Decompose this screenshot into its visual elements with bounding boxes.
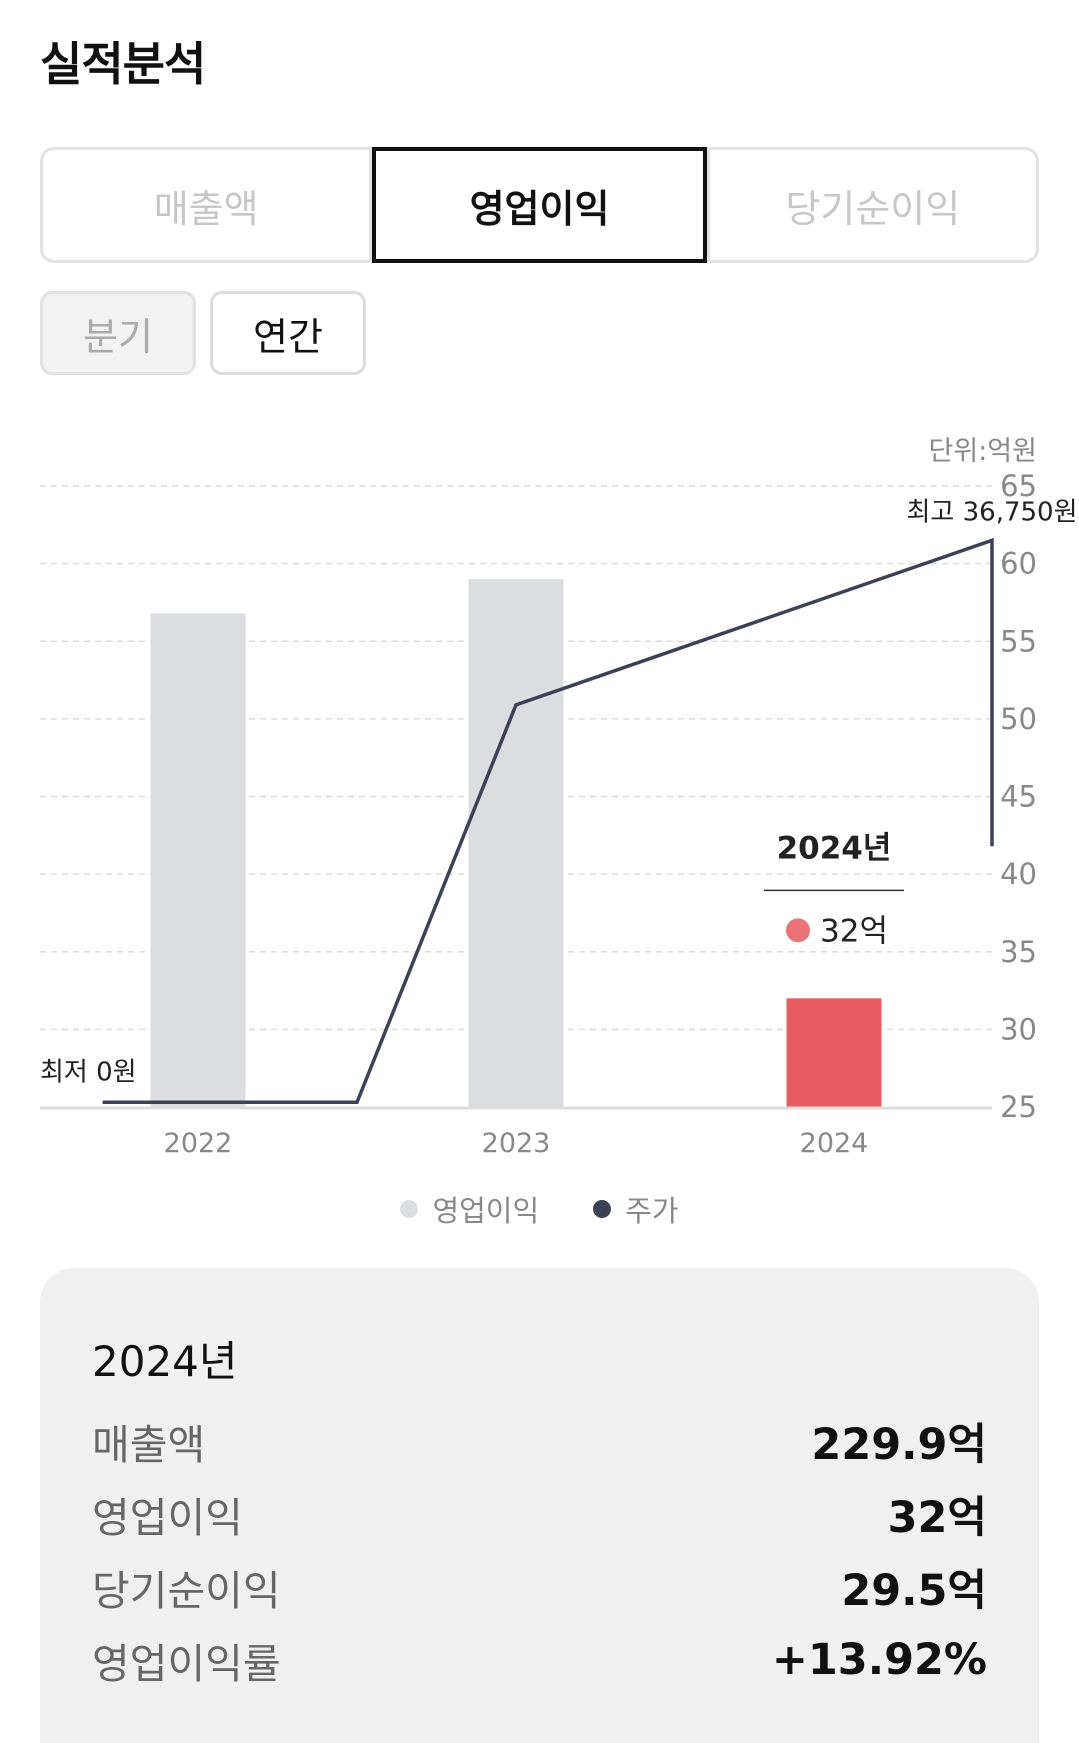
summary-value: 229.9억 bbox=[811, 1420, 987, 1470]
summary-panel: 2024년 매출액 229.9억 영업이익 32억 당기순이익 29.5억 영업… bbox=[40, 1268, 1039, 1743]
tooltip-dot bbox=[786, 918, 810, 943]
summary-row-operating-profit: 영업이익 32억 bbox=[92, 1484, 987, 1544]
y-tick-label: 65 bbox=[1000, 469, 1037, 503]
tooltip-title: 2024년 bbox=[777, 830, 892, 866]
page-title: 실적분석 bbox=[40, 37, 206, 91]
y-tick-label: 50 bbox=[1000, 702, 1037, 736]
legend-label: 영업이익 bbox=[432, 1194, 540, 1228]
y-tick-label: 45 bbox=[1000, 780, 1037, 814]
bar-2022[interactable] bbox=[150, 613, 246, 1107]
min-price-label: 최저 0원 bbox=[40, 1057, 137, 1087]
period-annual-button[interactable]: 연간 bbox=[210, 291, 366, 375]
x-tick-label: 2024 bbox=[800, 1128, 869, 1159]
summary-key: 영업이익률 bbox=[92, 1640, 281, 1688]
summary-value: +13.92% bbox=[771, 1635, 987, 1685]
legend-item-stock-price[interactable]: 주가 bbox=[593, 1188, 679, 1230]
summary-key: 영업이익 bbox=[92, 1494, 243, 1542]
summary-row-net-income: 당기순이익 29.5억 bbox=[92, 1557, 987, 1617]
x-tick-label: 2023 bbox=[482, 1128, 551, 1159]
y-tick-label: 55 bbox=[1000, 624, 1037, 658]
chart-legend: 영업이익 주가 bbox=[0, 1188, 1079, 1230]
summary-year: 2024년 bbox=[92, 1337, 238, 1386]
summary-key: 매출액 bbox=[92, 1421, 206, 1469]
metric-tabs: 매출액 영업이익 당기순이익 bbox=[40, 147, 1039, 263]
tab-operating-profit[interactable]: 영업이익 bbox=[372, 147, 707, 263]
summary-row-operating-margin: 영업이익률 +13.92% bbox=[92, 1630, 987, 1690]
y-tick-label: 30 bbox=[1000, 1012, 1037, 1046]
tab-revenue[interactable]: 매출액 bbox=[40, 147, 373, 263]
legend-item-operating-profit[interactable]: 영업이익 bbox=[400, 1188, 539, 1230]
tab-net-income[interactable]: 당기순이익 bbox=[706, 147, 1039, 263]
operating-profit-chart: 단위:억원 65 60 55 50 45 40 35 30 25 2022 2023 2024 최고… bbox=[0, 420, 1079, 1240]
max-price-label: 최고 36,750원 bbox=[907, 497, 1078, 527]
period-quarterly-button[interactable]: 분기 bbox=[40, 291, 196, 375]
tooltip-value: 32억 bbox=[820, 913, 888, 949]
y-tick-label: 25 bbox=[1000, 1090, 1037, 1124]
unit-label: 단위:억원 bbox=[929, 436, 1037, 467]
chart-canvas: 단위:억원 65 60 55 50 45 40 35 30 25 2022 2023 2024 최고… bbox=[40, 436, 1078, 1159]
x-tick-label: 2022 bbox=[164, 1128, 233, 1159]
legend-dot-icon bbox=[593, 1200, 612, 1218]
legend-dot-icon bbox=[400, 1200, 419, 1218]
summary-row-revenue: 매출액 229.9억 bbox=[92, 1411, 987, 1471]
summary-value: 29.5억 bbox=[841, 1566, 987, 1616]
bar-2024[interactable] bbox=[786, 998, 882, 1107]
legend-label: 주가 bbox=[625, 1194, 679, 1228]
y-tick-label: 60 bbox=[1000, 547, 1037, 581]
bar-2023[interactable] bbox=[468, 579, 564, 1107]
y-tick-label: 35 bbox=[1000, 935, 1037, 969]
summary-value: 32억 bbox=[887, 1493, 987, 1543]
tooltip: 2024년 32억 bbox=[764, 830, 904, 949]
stock-price-line bbox=[102, 537, 994, 1105]
summary-key: 당기순이익 bbox=[92, 1567, 281, 1615]
y-tick-label: 40 bbox=[1000, 857, 1037, 891]
